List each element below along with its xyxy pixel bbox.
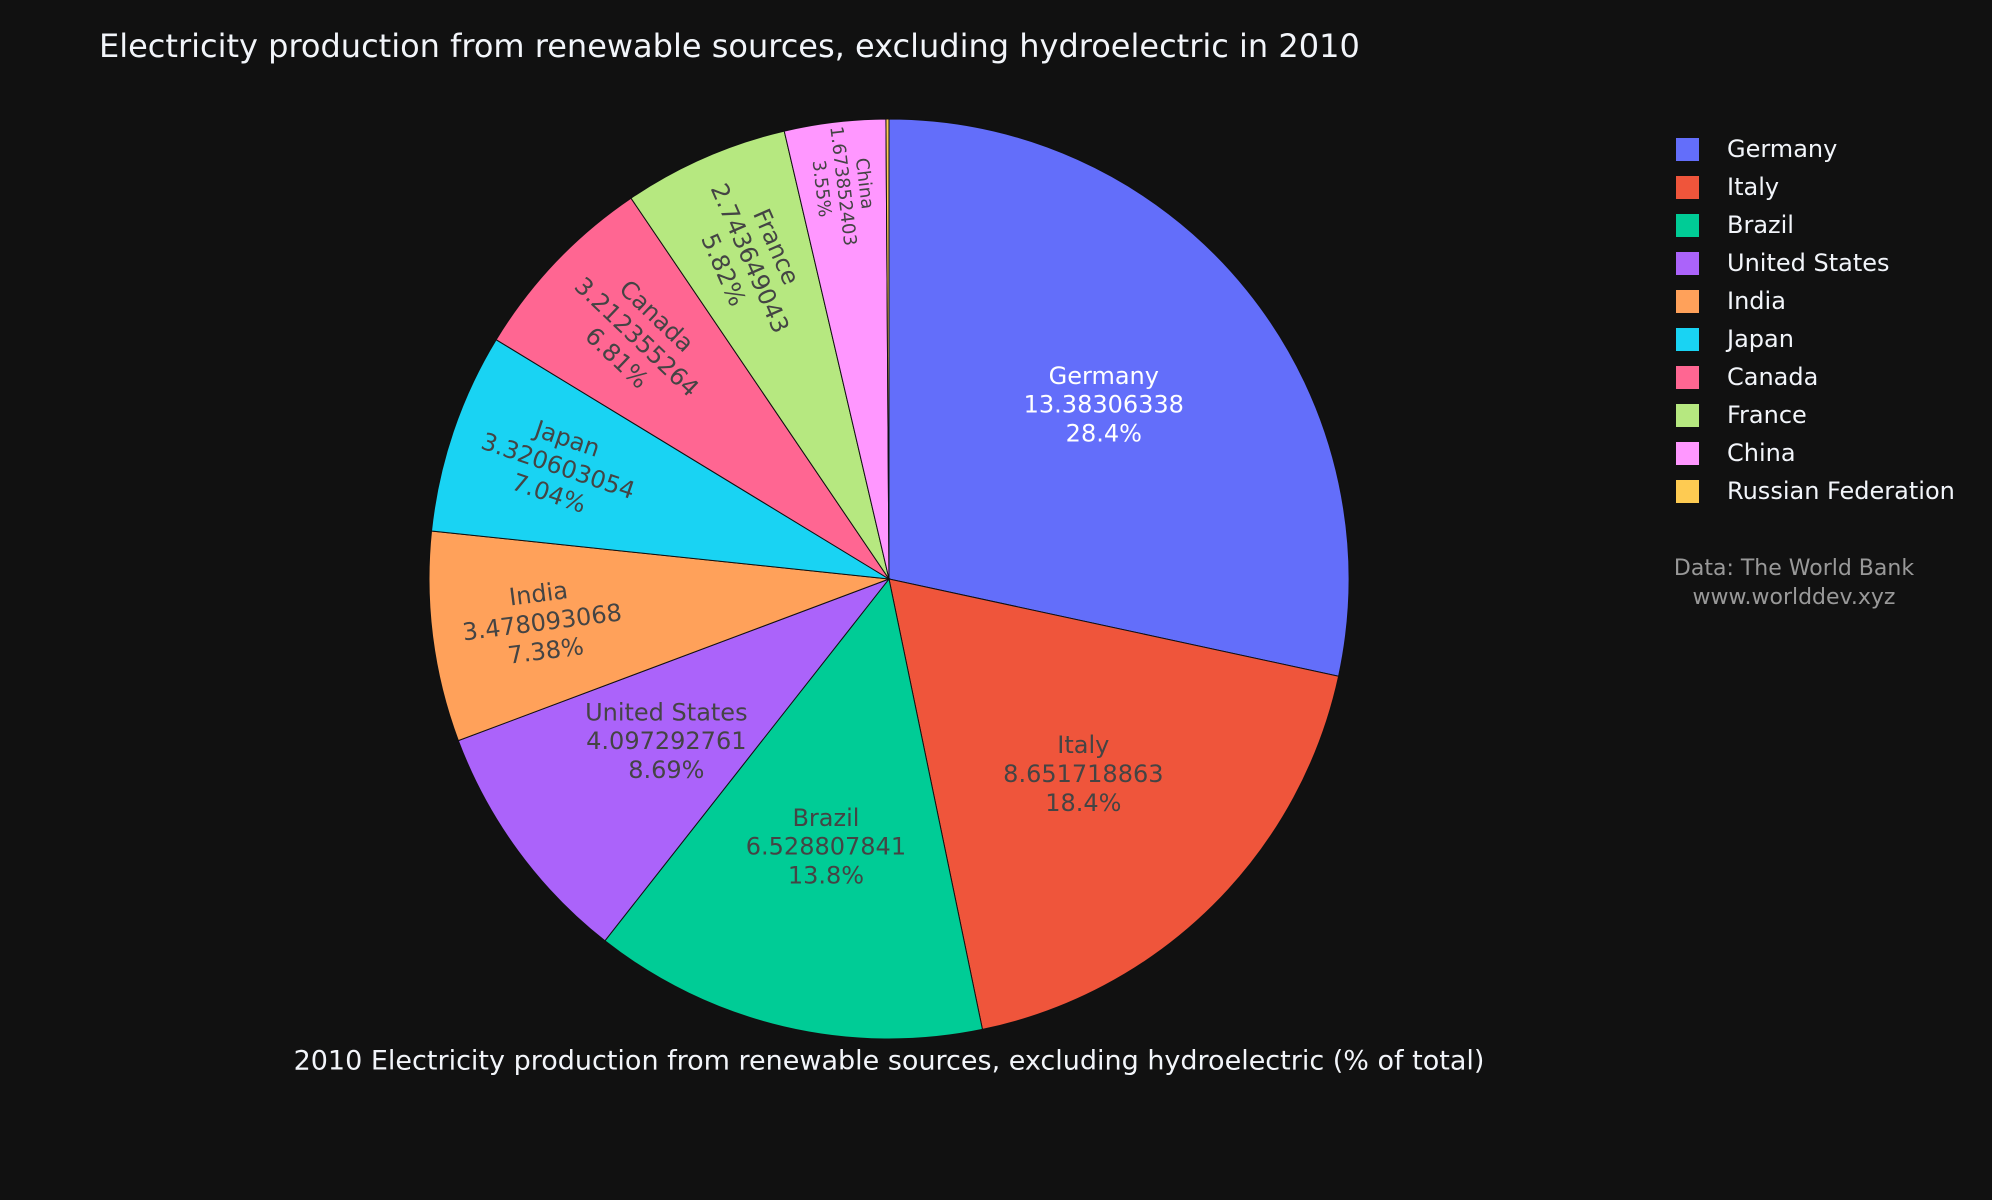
- legend-swatch: [1676, 290, 1699, 313]
- slice-label-line: 18.4%: [1045, 789, 1121, 817]
- pie-slice: [495, 197, 890, 580]
- legend-swatch: [1676, 328, 1699, 351]
- slice-label: Brazil 6.528807841 13.8%: [746, 804, 906, 890]
- legend-swatch: [1676, 214, 1699, 237]
- slice-label: United States 4.097292761 8.69%: [585, 698, 748, 784]
- slice-label-line: 4.097292761: [586, 727, 746, 755]
- legend-label: Canada: [1727, 363, 1818, 391]
- slice-label-line: 13.38306338: [1024, 391, 1184, 419]
- legend-label: Germany: [1727, 135, 1837, 163]
- legend-label: Russian Federation: [1727, 477, 1955, 505]
- slice-label-line: United States: [585, 698, 748, 726]
- legend-label: Brazil: [1727, 211, 1794, 239]
- annotation: Data: The World Bank: [1674, 556, 1914, 581]
- pie-slice: [430, 338, 890, 580]
- legend-label: United States: [1727, 249, 1890, 277]
- legend-swatch: [1676, 404, 1699, 427]
- pie-slice: [885, 118, 890, 580]
- slice-label-line: 13.8%: [788, 861, 864, 889]
- legend-swatch: [1676, 176, 1699, 199]
- legend-swatch: [1676, 138, 1699, 161]
- legend-label: France: [1727, 401, 1807, 429]
- slice-label-line: Germany: [1049, 362, 1159, 390]
- slice-label-line: 28.4%: [1066, 419, 1142, 447]
- slice-label-line: Brazil: [792, 804, 859, 832]
- legend-swatch: [1676, 366, 1699, 389]
- pie-slice: [888, 578, 1340, 1031]
- chart-title: Electricity production from renewable so…: [99, 27, 1360, 65]
- legend-swatch: [1676, 480, 1699, 503]
- pie-slice: [457, 577, 891, 942]
- legend-swatch: [1676, 442, 1699, 465]
- slice-label: Germany 13.38306338 28.4%: [1024, 362, 1184, 448]
- legend-swatch: [1676, 252, 1699, 275]
- legend-label: Italy: [1727, 173, 1779, 201]
- slice-label-line: 8.651718863: [1003, 760, 1163, 788]
- legend-label: Japan: [1725, 325, 1794, 353]
- x-axis-label: 2010 Electricity production from renewab…: [294, 1046, 1485, 1077]
- legend-label: China: [1727, 439, 1796, 467]
- pie-slice: [630, 130, 890, 580]
- legend-label: India: [1727, 287, 1786, 315]
- pie-slice: [604, 577, 984, 1040]
- annotation: www.worlddev.xyz: [1693, 585, 1896, 610]
- pie-slice: [888, 118, 1350, 677]
- slice-label-line: Italy: [1057, 731, 1109, 759]
- pie-slice: [428, 530, 890, 742]
- slice-label: Italy 8.651718863 18.4%: [1003, 731, 1163, 817]
- slice-label-line: 6.528807841: [746, 833, 906, 861]
- slice-label-line: 8.69%: [628, 756, 704, 784]
